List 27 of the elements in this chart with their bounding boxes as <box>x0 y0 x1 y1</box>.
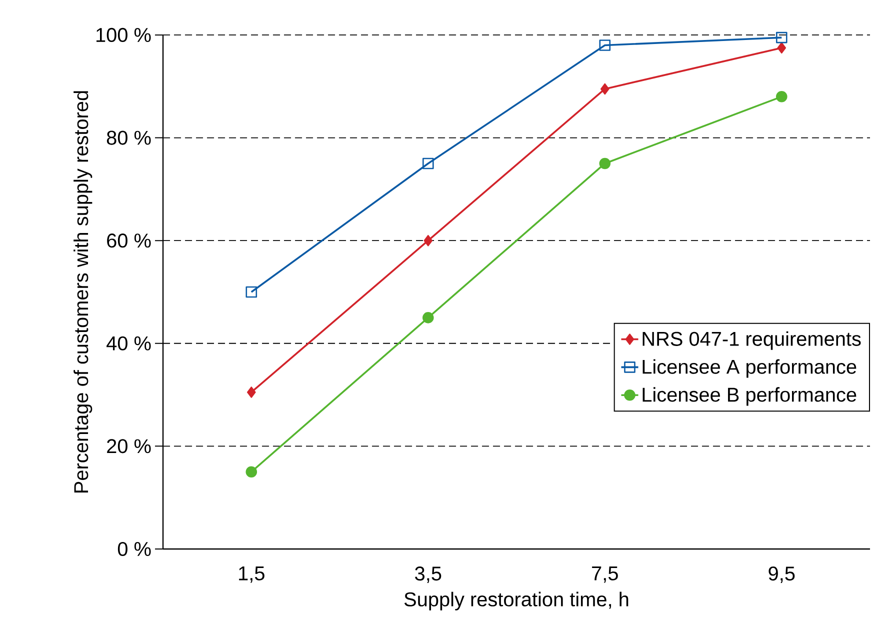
x-axis-title: Supply restoration time, h <box>404 592 628 610</box>
x-tick-label: 1,5 <box>239 566 264 583</box>
point <box>246 466 258 478</box>
y-tick-label: 80 % <box>106 130 151 145</box>
x-tick-label: 7,5 <box>592 566 618 583</box>
point <box>424 234 433 246</box>
legend-label: NRS 047-1 requirements <box>642 331 861 350</box>
legend-label: Licensee B performance <box>642 387 856 406</box>
y-tick-label: 40 % <box>106 336 151 350</box>
point <box>776 91 788 102</box>
point <box>599 158 611 170</box>
y-tick-label: 20 % <box>107 439 151 454</box>
y-tick-label: 0 % <box>118 542 151 556</box>
x-tick-label: 9,5 <box>768 566 795 583</box>
y-tick-label: 100 % <box>96 28 151 42</box>
y-axis-title: Percentage of customers with supply restored <box>74 91 92 492</box>
point <box>600 83 610 95</box>
point <box>422 158 434 170</box>
point <box>777 42 786 54</box>
point <box>246 286 258 298</box>
point <box>776 32 788 44</box>
x-tick-label: 3,5 <box>415 566 442 583</box>
point <box>422 312 434 324</box>
y-tick-label: 60 % <box>107 234 151 248</box>
point <box>599 40 611 51</box>
point <box>246 386 256 398</box>
legend-label: Licensee A performance <box>642 359 856 378</box>
